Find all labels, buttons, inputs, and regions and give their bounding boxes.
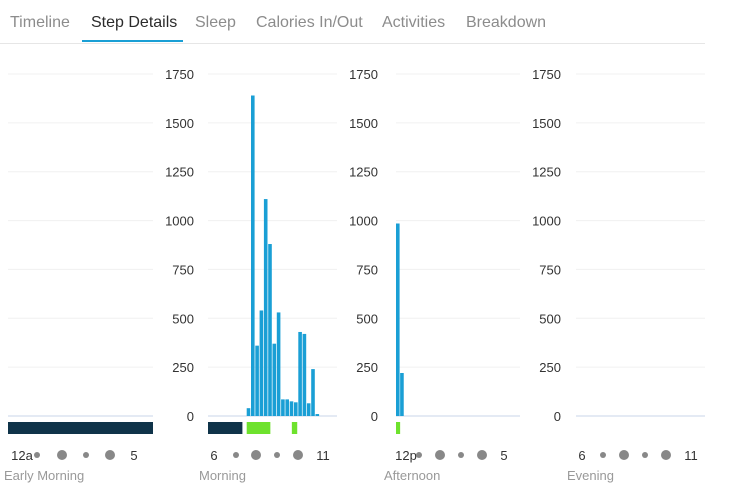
tab-step-details[interactable]: Step Details [91, 14, 178, 31]
morning-timeline-dot [274, 452, 280, 458]
evening-ytick-label: 250 [539, 360, 561, 375]
morning-end-time-label: 11 [316, 448, 330, 463]
evening-ytick-label: 1500 [532, 116, 561, 131]
evening-timeline-dot [661, 450, 671, 460]
evening-ytick-label: 1250 [532, 165, 561, 180]
evening-ytick-label: 500 [539, 311, 561, 326]
afternoon-end-time-label: 5 [500, 448, 507, 463]
evening-ytick-label: 1000 [532, 214, 561, 229]
afternoon-ytick-label: 500 [356, 311, 378, 326]
afternoon-ytick-label: 1750 [349, 67, 378, 82]
afternoon-ytick-label: 0 [371, 409, 378, 424]
afternoon-ytick-label: 1500 [349, 116, 378, 131]
morning-ytick-label: 750 [172, 262, 194, 277]
early-morning-end-time-label: 5 [130, 448, 137, 463]
evening-period-label: Evening [567, 468, 614, 483]
morning-ytick-label: 1000 [165, 214, 194, 229]
morning-timeline-dot [233, 452, 239, 458]
morning-step-bar [289, 401, 294, 416]
active-tab-indicator [82, 40, 183, 42]
tab-activities[interactable]: Activities [382, 14, 446, 31]
afternoon-ytick-label: 1250 [349, 165, 378, 180]
morning-ytick-label: 1750 [165, 67, 194, 82]
morning-step-bar [311, 369, 315, 416]
tab-bar: Timeline Step Details Sleep Calories In/… [0, 0, 705, 44]
morning-step-bar [276, 312, 281, 416]
morning-timeline-dot [251, 450, 261, 460]
afternoon-timeline-dot [458, 452, 464, 458]
morning-step-bar [272, 343, 277, 416]
evening-start-time-label: 6 [578, 448, 585, 463]
afternoon-ytick-label: 1000 [349, 214, 378, 229]
evening-end-time-label: 11 [684, 448, 698, 463]
evening-ytick-label: 750 [539, 262, 561, 277]
morning-ytick-label: 250 [172, 360, 194, 375]
afternoon-ytick-label: 750 [356, 262, 378, 277]
afternoon-step-bar [400, 373, 404, 416]
tab-timeline[interactable]: Timeline [10, 14, 70, 31]
morning-step-bar [306, 403, 311, 416]
morning-active-segment [291, 422, 298, 434]
morning-period-label: Morning [199, 468, 246, 483]
morning-ytick-label: 1250 [165, 165, 194, 180]
morning-sleep-segment [208, 422, 243, 434]
afternoon-timeline-dot [477, 450, 487, 460]
early-morning-timeline-dot [57, 450, 67, 460]
afternoon-timeline-dot [416, 452, 422, 458]
morning-step-bar [285, 399, 289, 416]
morning-step-bar [263, 199, 268, 416]
evening-timeline-dot [642, 452, 648, 458]
morning-ytick-label: 500 [172, 311, 194, 326]
afternoon-start-time-label: 12p [395, 448, 417, 463]
morning-active-segment [246, 422, 271, 434]
morning-step-bar [298, 331, 302, 416]
morning-step-bar [246, 408, 251, 416]
morning-step-bar [294, 402, 298, 416]
early-morning-timeline-dot [83, 452, 89, 458]
afternoon-active-segment [396, 422, 401, 434]
early-morning-timeline-dot [105, 450, 115, 460]
early-morning-timeline-dot [34, 452, 40, 458]
morning-step-bar [281, 399, 285, 416]
evening-timeline-dot [600, 452, 606, 458]
morning-ytick-label: 0 [187, 409, 194, 424]
morning-timeline-dot [293, 450, 303, 460]
morning-step-bar [251, 95, 255, 417]
evening-timeline-dot [619, 450, 629, 460]
morning-step-bar [268, 244, 272, 416]
early-morning-period-label: Early Morning [4, 468, 84, 483]
morning-step-bar [259, 310, 264, 416]
tab-breakdown[interactable]: Breakdown [466, 14, 547, 31]
afternoon-period-label: Afternoon [384, 468, 440, 483]
morning-ytick-label: 1500 [165, 116, 194, 131]
morning-step-bar [255, 345, 259, 416]
morning-start-time-label: 6 [210, 448, 217, 463]
afternoon-step-bar [396, 223, 400, 416]
early-morning-start-time-label: 12a [11, 448, 33, 463]
afternoon-timeline-dot [435, 450, 445, 460]
morning-step-bar [315, 414, 320, 416]
morning-step-bar [302, 333, 307, 416]
tab-sleep[interactable]: Sleep [195, 14, 236, 31]
evening-ytick-label: 0 [554, 409, 561, 424]
early-morning-sleep-segment [8, 422, 153, 434]
evening-ytick-label: 1750 [532, 67, 561, 82]
tab-calories-in-out[interactable]: Calories In/Out [256, 14, 363, 31]
afternoon-ytick-label: 250 [356, 360, 378, 375]
